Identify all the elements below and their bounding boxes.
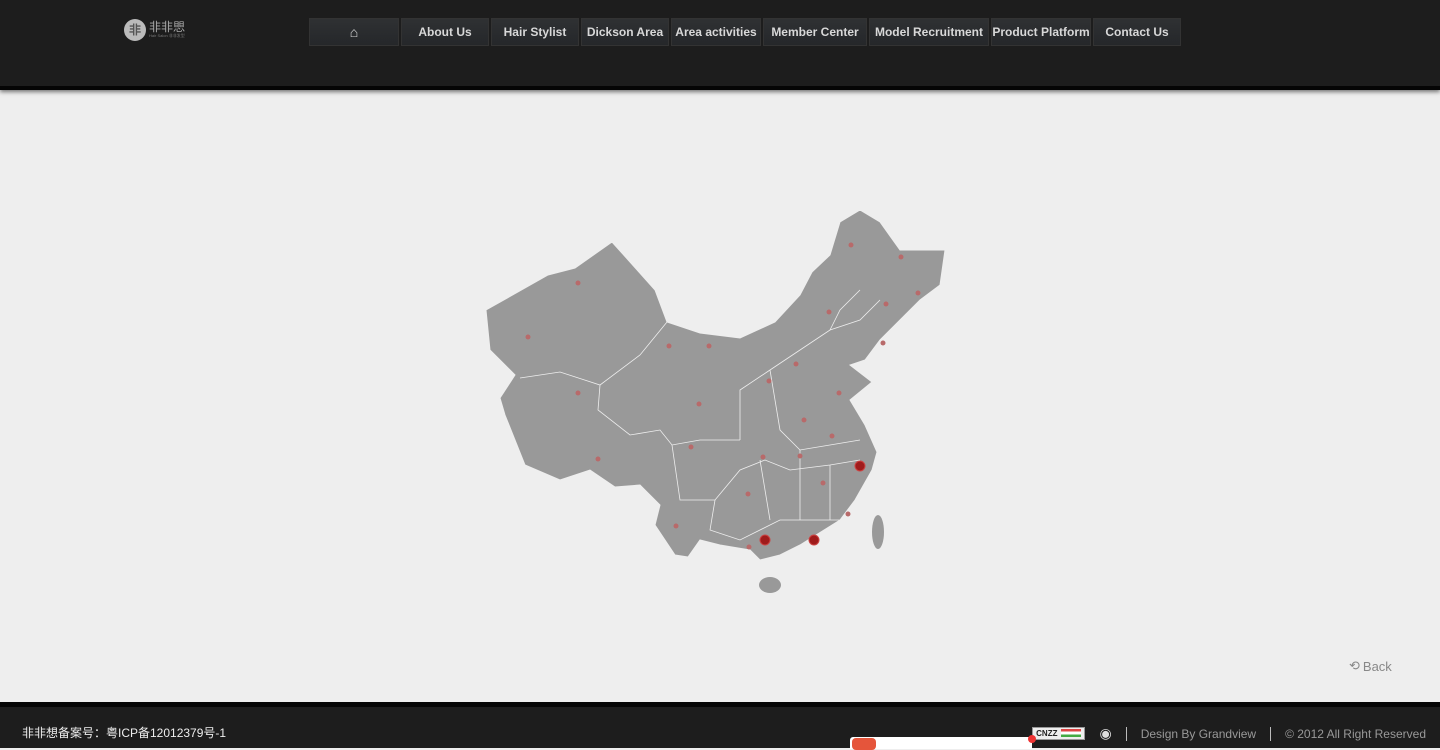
city-dot[interactable] — [706, 343, 712, 349]
main-nav: ⌂ About Us Hair Stylist Dickson Area Area ac… — [309, 18, 1181, 46]
map-hainan[interactable] — [759, 577, 781, 593]
logo[interactable]: 非 非非愳 Hair Salon 非非发型 — [124, 19, 185, 41]
nav-member-center[interactable]: Member Center — [763, 18, 867, 46]
icp-text[interactable]: 非非想备案号：粤ICP备12012379号-1 — [22, 726, 227, 740]
city-dot[interactable] — [915, 290, 921, 296]
notification-dot — [1028, 735, 1036, 743]
nav-contact-us[interactable]: Contact Us — [1093, 18, 1181, 46]
city-markers — [525, 242, 921, 550]
city-dot[interactable] — [836, 390, 842, 396]
map-taiwan[interactable] — [872, 515, 884, 549]
city-dot[interactable] — [575, 280, 581, 286]
share-icon — [852, 738, 876, 750]
city-dot[interactable] — [760, 454, 766, 460]
store-location-marker[interactable] — [808, 534, 820, 546]
city-dot[interactable] — [829, 433, 835, 439]
nav-dickson-area[interactable]: Dickson Area — [581, 18, 669, 46]
city-dot[interactable] — [880, 340, 886, 346]
china-map[interactable] — [0, 94, 1440, 702]
city-dot[interactable] — [746, 544, 752, 550]
share-toolbar[interactable] — [850, 735, 1036, 750]
divider — [1270, 726, 1272, 741]
map-mainland[interactable] — [485, 209, 946, 561]
back-button[interactable]: ⟲ Back — [1349, 658, 1392, 674]
store-location-marker[interactable] — [759, 534, 771, 546]
cnzz-label: CNZZ — [1036, 729, 1058, 738]
nav-hair-stylist[interactable]: Hair Stylist — [491, 18, 579, 46]
store-location-marker[interactable] — [854, 460, 866, 472]
city-dot[interactable] — [898, 254, 904, 260]
city-dot[interactable] — [845, 511, 851, 517]
main-content — [0, 94, 1440, 702]
design-credit: Design By Grandview — [1140, 726, 1257, 741]
header: 非 非非愳 Hair Salon 非非发型 ⌂ About Us Hair Styli… — [0, 0, 1440, 90]
city-dot[interactable] — [745, 491, 751, 497]
nav-model-recruitment[interactable]: Model Recruitment — [869, 18, 989, 46]
logo-text: 非非愳 — [149, 20, 186, 34]
city-dot[interactable] — [688, 444, 694, 450]
city-dot[interactable] — [826, 309, 832, 315]
city-dot[interactable] — [797, 453, 803, 459]
refresh-icon: ⟲ — [1349, 658, 1360, 673]
nav-home[interactable]: ⌂ — [309, 18, 399, 46]
city-dot[interactable] — [696, 401, 702, 407]
province-borders — [519, 289, 881, 541]
copyright: © 2012 All Right Reserved — [1285, 726, 1426, 741]
city-dot[interactable] — [575, 390, 581, 396]
nav-product-platform[interactable]: Product Platform — [991, 18, 1091, 46]
city-dot[interactable] — [525, 334, 531, 340]
logo-icon: 非 — [124, 19, 146, 41]
footer: 非非想备案号：粤ICP备12012379号-1 CNZZ ◉ Design By… — [0, 702, 1440, 748]
city-dot[interactable] — [801, 417, 807, 423]
nav-area-activities[interactable]: Area activities — [671, 18, 761, 46]
city-dot[interactable] — [673, 523, 679, 529]
nav-about-us[interactable]: About Us — [401, 18, 489, 46]
city-dot[interactable] — [793, 361, 799, 367]
city-dot[interactable] — [595, 456, 601, 462]
weibo-icon[interactable]: ◉ — [1099, 725, 1112, 741]
city-dot[interactable] — [848, 242, 854, 248]
cnzz-flag-icon — [1061, 729, 1082, 737]
city-dot[interactable] — [820, 480, 826, 486]
city-dot[interactable] — [766, 378, 772, 384]
city-dot[interactable] — [666, 343, 672, 349]
home-icon: ⌂ — [349, 24, 359, 40]
cnzz-badge[interactable]: CNZZ — [1032, 727, 1086, 740]
city-dot[interactable] — [883, 301, 889, 307]
logo-subtext: Hair Salon 非非发型 — [149, 33, 185, 38]
divider — [1125, 726, 1127, 741]
back-label: Back — [1362, 658, 1392, 674]
